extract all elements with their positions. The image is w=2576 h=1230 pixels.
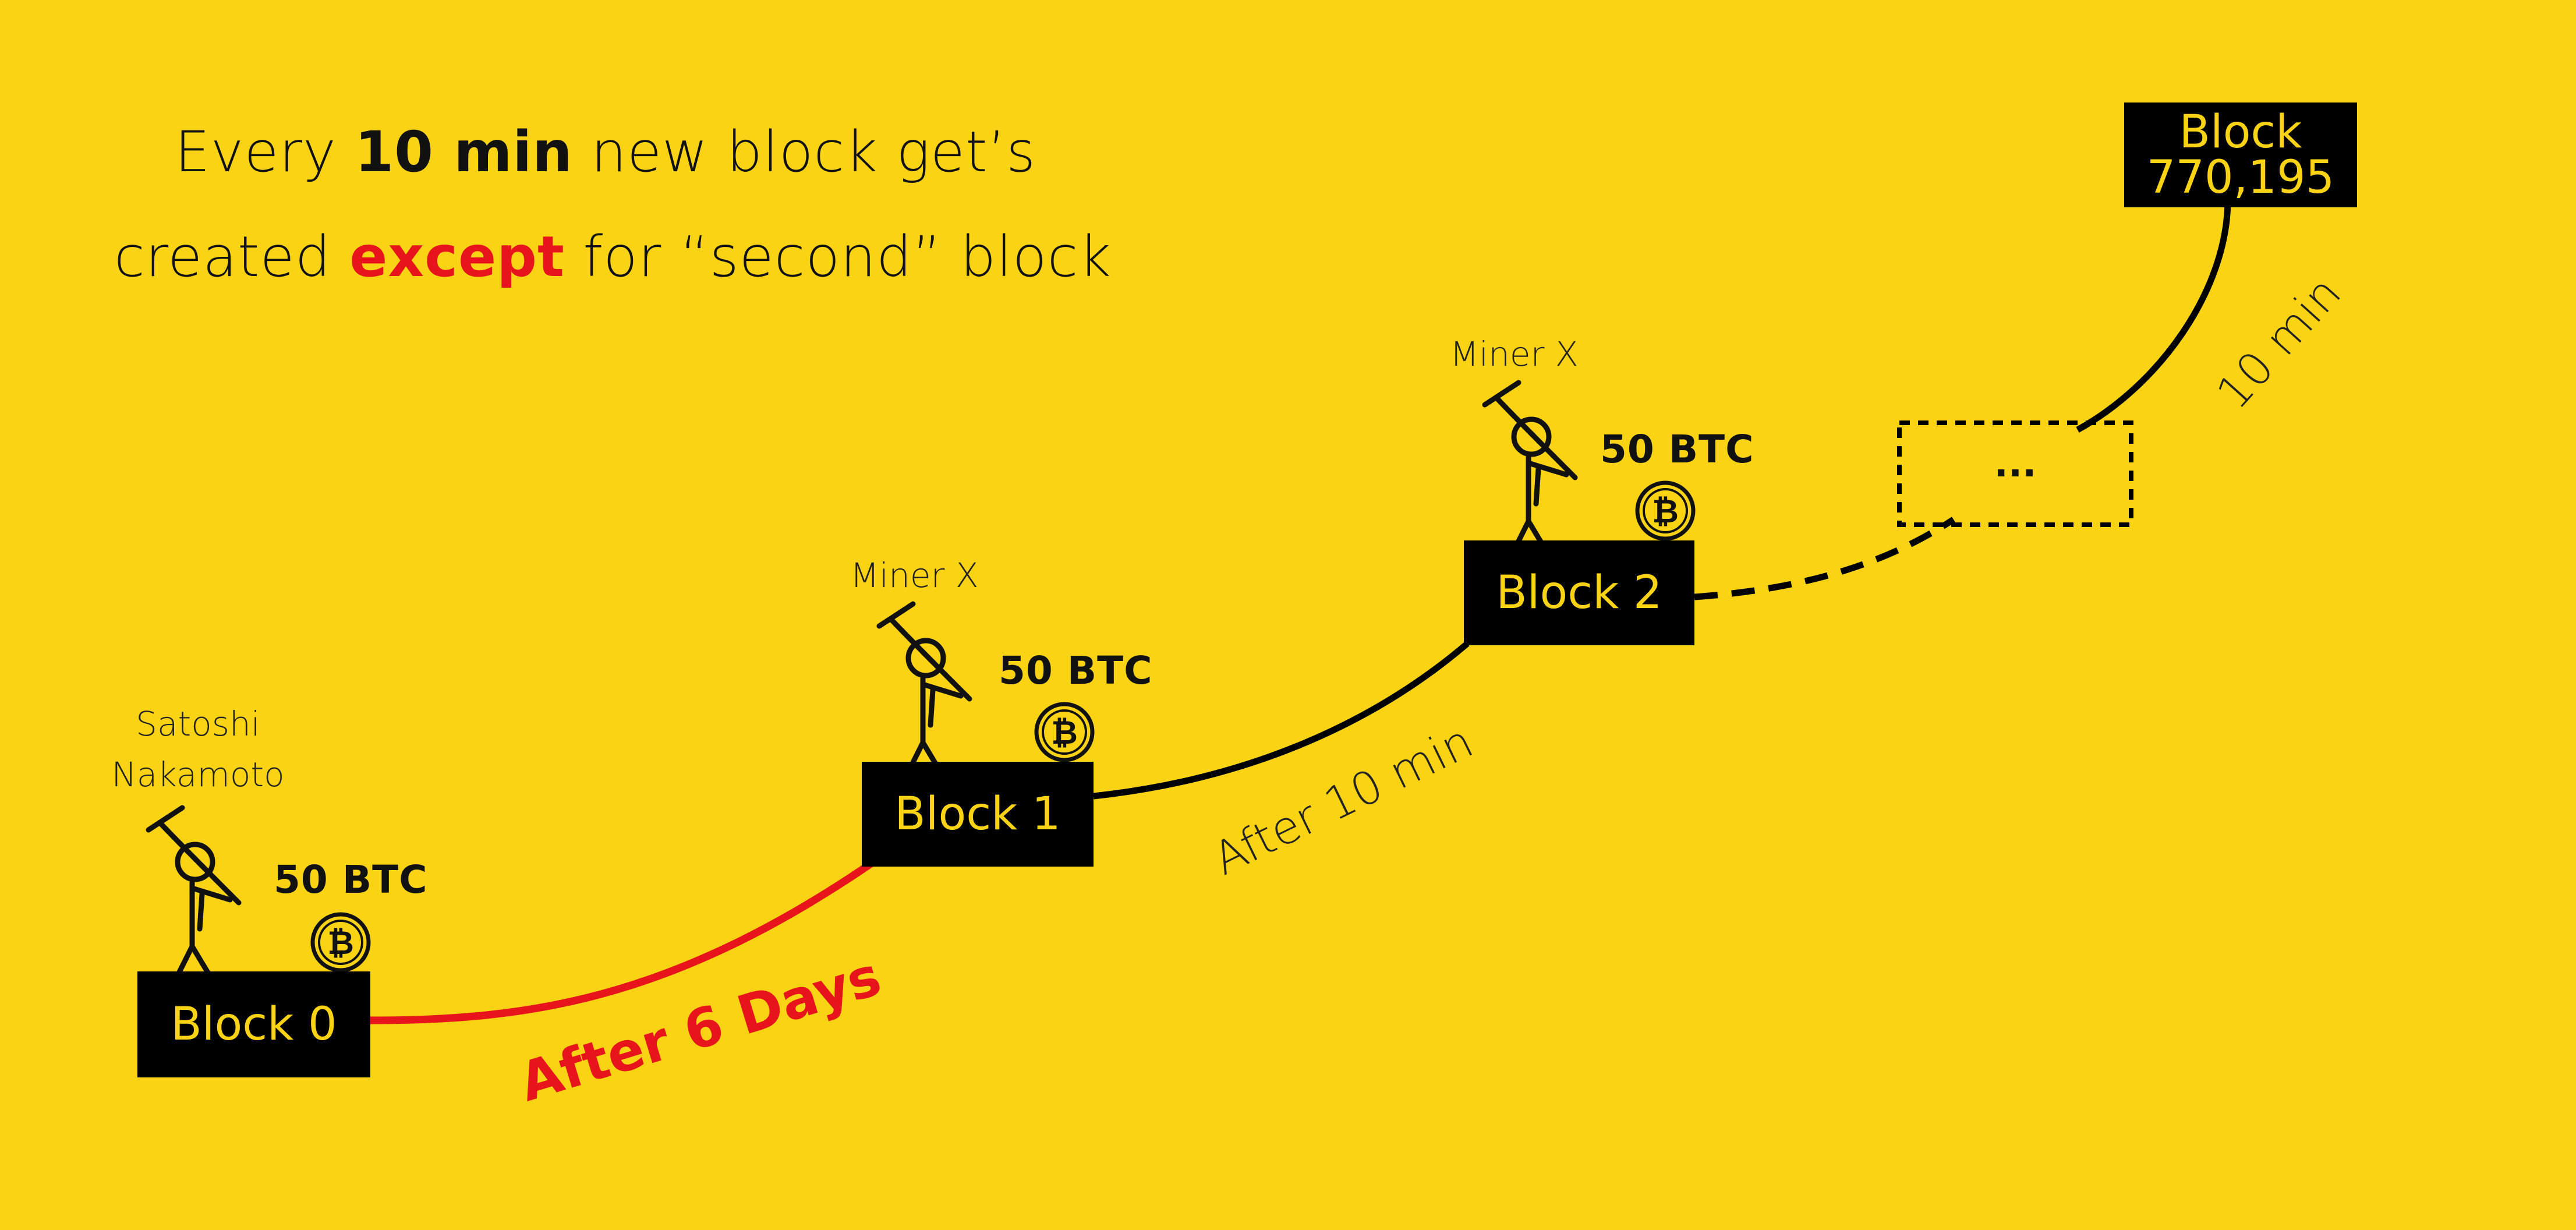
reward-block1: 50 BTC <box>999 648 1153 693</box>
block-2: Block 2 <box>1464 540 1694 645</box>
reward-block0: 50 BTC <box>274 857 428 902</box>
ellipsis-block-outline <box>1897 420 2133 527</box>
block-latest-label-line-1: Block <box>2179 106 2302 158</box>
block-0: Block 0 <box>137 971 370 1077</box>
headline-highlight: except <box>349 224 565 289</box>
svg-text:₿: ₿ <box>1652 493 1679 531</box>
miner-name: Nakamoto <box>111 755 285 794</box>
svg-text:₿: ₿ <box>327 924 354 962</box>
headline-text: new block get’s <box>572 119 1036 185</box>
connector-block2-ellipsis <box>1694 517 1955 600</box>
bitcoin-coin-icon: ₿ <box>1635 480 1696 541</box>
headline-line-1: Every 10 min new block get’s <box>175 119 1036 185</box>
bitcoin-coin-icon: ₿ <box>310 912 371 973</box>
headline-emphasis: 10 min <box>355 119 573 185</box>
block-ellipsis: ... <box>1994 443 2037 486</box>
miner-label-block1: Miner X <box>850 556 979 595</box>
connector-ellipsis-latest <box>2076 203 2231 433</box>
bitcoin-coin-icon: ₿ <box>1034 702 1095 762</box>
block-latest: Block 770,195 <box>2124 102 2357 207</box>
headline-text: for “second” block <box>564 224 1112 289</box>
block-1: Block 1 <box>862 762 1094 867</box>
headline-line-2: created except for “second” block <box>114 224 1112 289</box>
connector-block0-block1 <box>370 858 876 1024</box>
block-latest-label-line-2: 770,195 <box>2146 151 2335 204</box>
miner-label-block0: Satoshi Nakamoto <box>105 699 291 800</box>
miner-icon <box>143 805 242 978</box>
reward-block2: 50 BTC <box>1600 427 1754 472</box>
miner-label-block2: Miner X <box>1450 334 1579 374</box>
connector-block1-block2 <box>1093 641 1470 800</box>
miner-icon <box>873 601 972 775</box>
headline-text: created <box>114 224 350 289</box>
miner-icon <box>1479 380 1578 553</box>
miner-name: Satoshi <box>136 704 260 744</box>
svg-text:₿: ₿ <box>1051 714 1078 752</box>
headline-text: Every <box>175 119 355 185</box>
